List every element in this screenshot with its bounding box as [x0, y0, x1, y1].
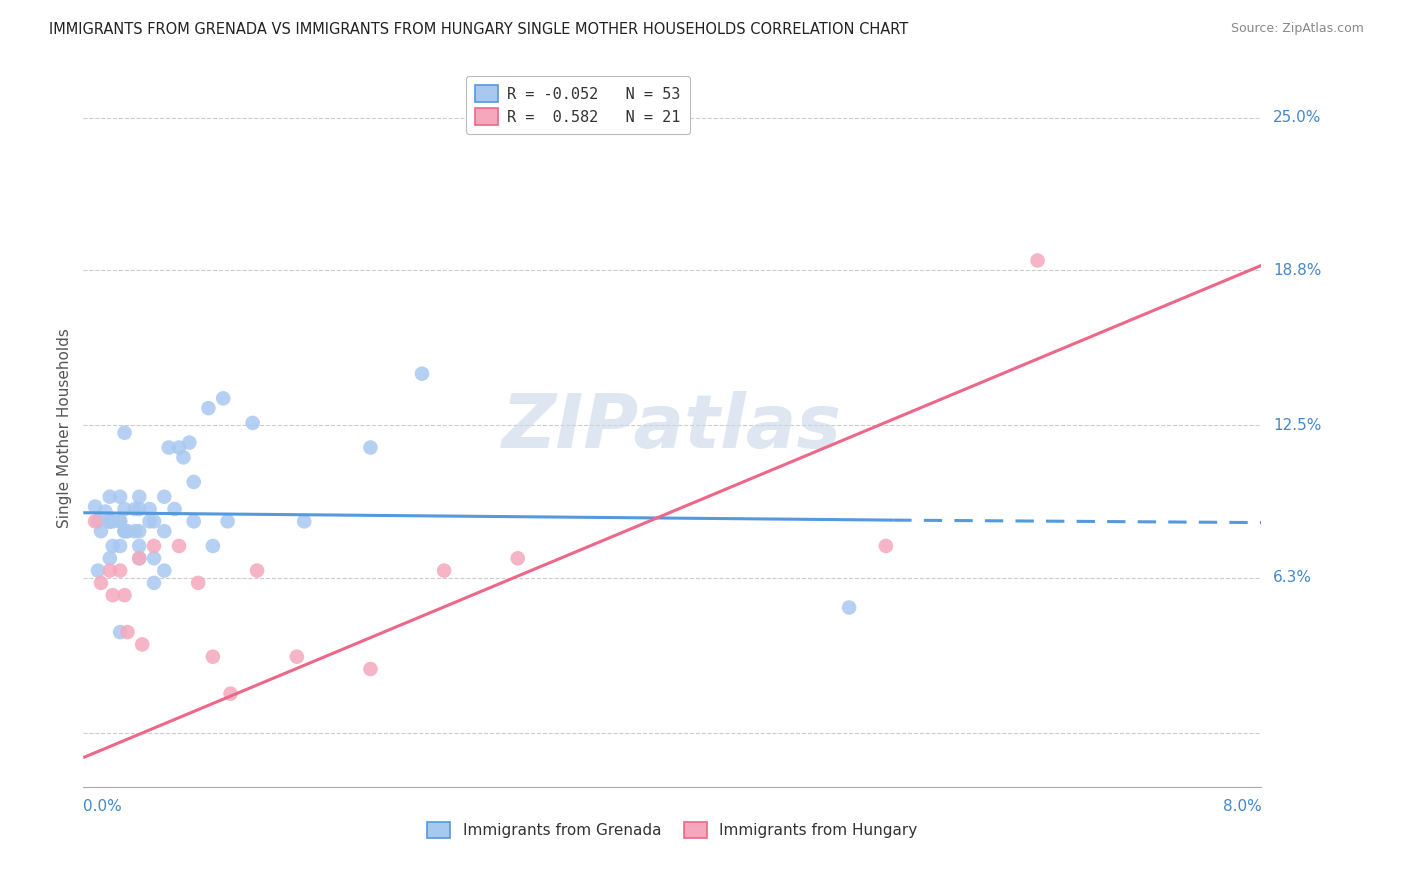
Point: [84, 514, 107, 528]
Point: [875, 539, 897, 553]
Point: [411, 367, 433, 381]
Point: [143, 514, 166, 528]
Point: [167, 539, 190, 553]
Text: Source: ZipAtlas.com: Source: ZipAtlas.com: [1230, 22, 1364, 36]
Y-axis label: Single Mother Households: Single Mother Households: [58, 328, 72, 528]
Point: [101, 588, 124, 602]
Point: [101, 514, 124, 528]
Point: [172, 450, 194, 465]
Point: [98, 514, 121, 528]
Point: [153, 524, 176, 539]
Point: [114, 425, 136, 440]
Point: [87, 514, 110, 528]
Point: [128, 490, 150, 504]
Point: [98, 514, 121, 528]
Point: [138, 502, 160, 516]
Point: [183, 514, 205, 528]
Text: 18.8%: 18.8%: [1274, 263, 1322, 277]
Point: [101, 539, 124, 553]
Point: [131, 637, 153, 651]
Text: 6.3%: 6.3%: [1274, 571, 1312, 585]
Point: [128, 551, 150, 566]
Point: [90, 524, 112, 539]
Point: [108, 539, 131, 553]
Point: [108, 625, 131, 640]
Point: [838, 600, 860, 615]
Point: [98, 564, 121, 578]
Point: [94, 504, 117, 518]
Point: [359, 441, 381, 455]
Text: IMMIGRANTS FROM GRENADA VS IMMIGRANTS FROM HUNGARY SINGLE MOTHER HOUSEHOLDS CORR: IMMIGRANTS FROM GRENADA VS IMMIGRANTS FR…: [49, 22, 908, 37]
Point: [128, 502, 150, 516]
Point: [114, 588, 136, 602]
Legend: Immigrants from Grenada, Immigrants from Hungary: Immigrants from Grenada, Immigrants from…: [422, 816, 924, 844]
Point: [98, 551, 121, 566]
Text: 25.0%: 25.0%: [1274, 111, 1322, 125]
Point: [242, 416, 264, 430]
Point: [157, 441, 180, 455]
Point: [124, 524, 146, 539]
Point: [153, 490, 176, 504]
Point: [114, 502, 136, 516]
Point: [114, 524, 136, 539]
Point: [143, 539, 166, 553]
Point: [433, 564, 456, 578]
Point: [128, 524, 150, 539]
Point: [212, 392, 235, 406]
Point: [117, 625, 139, 640]
Point: [117, 524, 139, 539]
Point: [143, 575, 166, 590]
Text: 8.0%: 8.0%: [1223, 799, 1261, 814]
Point: [114, 524, 136, 539]
Point: [108, 564, 131, 578]
Point: [98, 514, 121, 528]
Point: [1026, 253, 1049, 268]
Point: [217, 514, 239, 528]
Point: [108, 514, 131, 528]
Point: [98, 490, 121, 504]
Point: [153, 564, 176, 578]
Point: [108, 514, 131, 528]
Point: [128, 539, 150, 553]
Point: [138, 514, 160, 528]
Point: [359, 662, 381, 676]
Point: [84, 500, 107, 514]
Point: [292, 514, 315, 528]
Point: [285, 649, 308, 664]
Point: [128, 551, 150, 566]
Point: [143, 551, 166, 566]
Text: ZIPatlas: ZIPatlas: [502, 392, 842, 465]
Text: 0.0%: 0.0%: [83, 799, 122, 814]
Point: [167, 441, 190, 455]
Point: [124, 502, 146, 516]
Point: [90, 575, 112, 590]
Point: [219, 687, 242, 701]
Point: [197, 401, 219, 416]
Point: [246, 564, 269, 578]
Point: [506, 551, 529, 566]
Point: [201, 649, 224, 664]
Point: [187, 575, 209, 590]
Point: [179, 435, 201, 450]
Point: [163, 502, 186, 516]
Point: [201, 539, 224, 553]
Point: [87, 564, 110, 578]
Text: 12.5%: 12.5%: [1274, 417, 1322, 433]
Point: [183, 475, 205, 489]
Point: [108, 490, 131, 504]
